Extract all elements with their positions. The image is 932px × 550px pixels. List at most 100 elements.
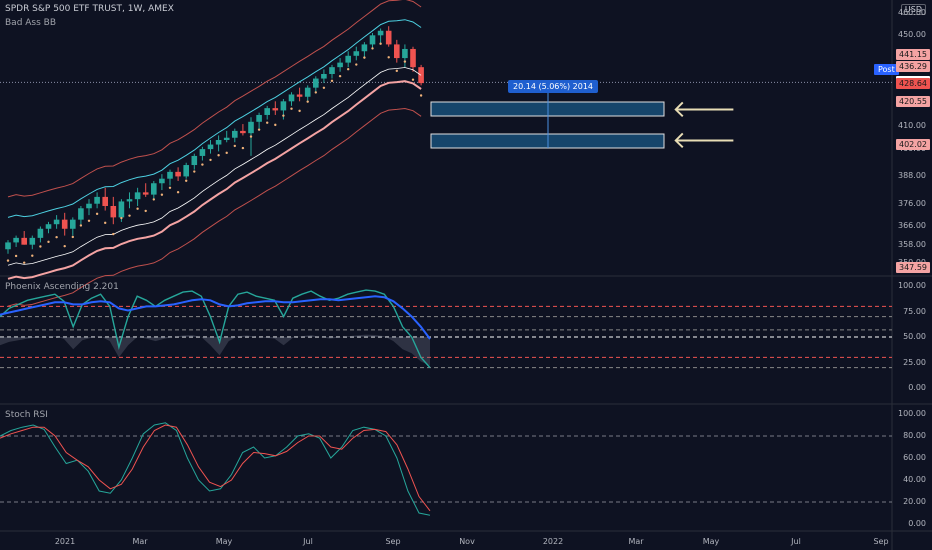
trend-dot xyxy=(290,107,293,110)
trend-dot xyxy=(306,100,309,103)
indicator2-tick-label: 0.00 xyxy=(908,519,926,528)
currency-label[interactable]: USD xyxy=(900,4,926,15)
stoch-k-line xyxy=(0,422,431,516)
candle-body xyxy=(296,94,303,97)
price-tick-label: 460.00 xyxy=(898,7,926,17)
trend-dot xyxy=(160,193,164,196)
trend-dot xyxy=(233,144,236,148)
trend-dot xyxy=(322,86,326,89)
trend-dot xyxy=(347,68,350,71)
indicator1-tick-label: 75.00 xyxy=(903,306,926,316)
price-badge: 428.64 xyxy=(896,77,930,89)
trend-dot xyxy=(71,235,75,239)
time-tick-label: Mar xyxy=(628,537,644,546)
indicator1-title[interactable]: Phoenix Ascending 2.201 xyxy=(5,282,119,292)
indicator2-title[interactable]: Stoch RSI xyxy=(5,410,48,420)
candle-body xyxy=(134,192,141,200)
trend-dot xyxy=(95,212,99,216)
lower-band-inner xyxy=(7,67,422,266)
trend-dot xyxy=(282,114,285,117)
indicator2-tick-label: 100.00 xyxy=(898,409,926,418)
trend-dot xyxy=(128,214,131,217)
trend-dot xyxy=(47,240,50,244)
candle-body xyxy=(329,67,335,74)
candle-body xyxy=(102,196,108,206)
candle-body xyxy=(183,165,189,177)
candle-body xyxy=(13,237,19,243)
candle-body xyxy=(248,121,254,134)
stoch-d-line xyxy=(0,424,431,512)
candle-body xyxy=(199,149,206,156)
symbol-title[interactable]: SPDR S&P 500 ETF TRUST, 1W, AMEX xyxy=(5,4,174,14)
trend-dot xyxy=(225,151,228,155)
indicator1-tick-label: 50.00 xyxy=(903,332,926,341)
price-badge: 441.15 xyxy=(896,49,930,61)
trend-dot xyxy=(144,209,147,213)
trend-dot xyxy=(55,235,58,239)
indicator1-tick-label: 100.00 xyxy=(898,281,926,290)
time-tick-label: Nov xyxy=(459,537,475,546)
trend-dot xyxy=(201,163,204,166)
trend-dot xyxy=(185,179,188,182)
time-tick-label: 2021 xyxy=(54,537,76,546)
indicator1-tick-label: 25.00 xyxy=(903,357,926,367)
trend-dot xyxy=(371,47,374,50)
indicator1-tick-label: 0.00 xyxy=(908,383,926,392)
price-tick-label: 450.00 xyxy=(898,30,926,40)
trend-dot xyxy=(363,56,366,59)
candle-body xyxy=(5,242,11,250)
trend-dot xyxy=(314,91,317,94)
candle-body xyxy=(337,62,343,68)
candle-body xyxy=(313,78,319,88)
trend-dot xyxy=(257,128,261,131)
candle-body xyxy=(304,87,311,97)
trend-dot xyxy=(39,245,42,248)
price-tick-label: 410.00 xyxy=(898,121,926,131)
indicator2-tick-label: 80.00 xyxy=(903,431,926,440)
trend-dot xyxy=(266,121,269,124)
candle-body xyxy=(78,208,84,220)
candle-body xyxy=(264,108,270,115)
candle-body xyxy=(410,48,416,68)
candle-body xyxy=(240,130,246,134)
trend-dot xyxy=(136,207,139,210)
candle-body xyxy=(288,94,295,102)
time-tick-label: May xyxy=(215,537,233,546)
time-tick-label: 2022 xyxy=(542,537,564,546)
trend-dot xyxy=(31,254,34,257)
trend-dot xyxy=(14,254,18,258)
candle-body xyxy=(126,199,133,202)
time-tick-label: May xyxy=(702,537,720,546)
indicator-name[interactable]: Bad Ass BB xyxy=(5,18,57,28)
price-badge: 420.55 xyxy=(896,96,930,108)
candle-body xyxy=(353,51,360,56)
candle-body xyxy=(142,192,149,195)
candle-body xyxy=(361,44,368,52)
candle-body xyxy=(215,140,222,145)
candle-body xyxy=(280,101,287,111)
candle-body xyxy=(61,219,68,229)
candle-body xyxy=(345,55,351,63)
trend-dot xyxy=(79,224,83,227)
trend-dot xyxy=(193,170,196,173)
indicator1-slow-line xyxy=(0,295,431,340)
trend-dot xyxy=(387,56,390,59)
left-arrow-icon-1: 🡐 xyxy=(672,95,737,123)
price-badge: 436.29 xyxy=(896,60,930,72)
trend-dot xyxy=(403,60,407,63)
candle-body xyxy=(29,237,36,245)
time-tick-label: Jul xyxy=(303,537,313,546)
trend-dot xyxy=(355,63,358,66)
candle-body xyxy=(45,224,52,229)
candle-body xyxy=(232,130,238,138)
trend-dot xyxy=(152,198,155,201)
indicator1-fast-line xyxy=(0,289,431,369)
trend-dot xyxy=(338,74,342,78)
candle-body xyxy=(70,219,76,229)
left-arrow-icon-2: 🡐 xyxy=(672,126,737,154)
candle-body xyxy=(86,203,92,209)
candle-body xyxy=(21,237,27,245)
indicator2-tick-label: 20.00 xyxy=(903,497,926,506)
candle-body xyxy=(223,137,230,140)
